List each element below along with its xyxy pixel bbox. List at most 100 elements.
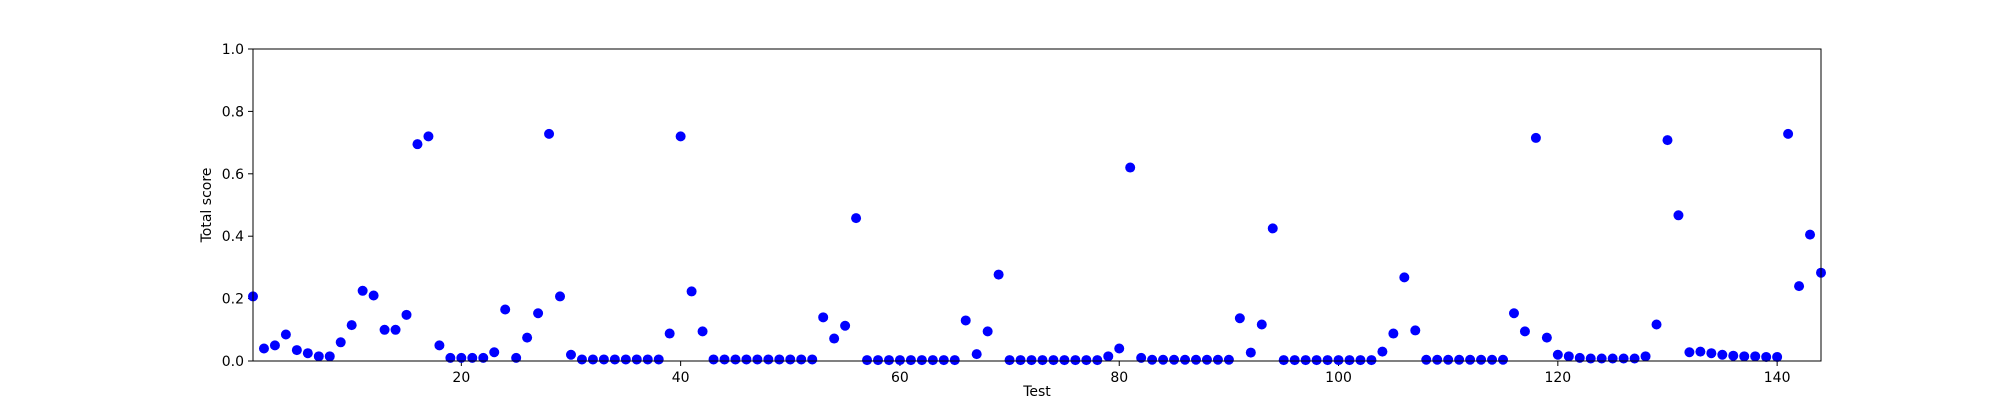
point xyxy=(982,326,993,337)
point xyxy=(741,354,752,365)
point xyxy=(1805,229,1816,240)
point xyxy=(971,349,982,360)
point xyxy=(1695,346,1706,357)
point xyxy=(1783,128,1794,139)
point xyxy=(851,213,862,224)
point xyxy=(1125,162,1136,173)
point xyxy=(1706,348,1717,359)
point xyxy=(368,290,379,301)
point xyxy=(258,343,269,354)
point xyxy=(675,131,686,142)
point xyxy=(1717,349,1728,360)
y-tick-label: 1.0 xyxy=(222,42,244,58)
point xyxy=(960,315,971,326)
point xyxy=(993,269,1004,280)
point xyxy=(1212,354,1223,365)
point xyxy=(1443,354,1454,365)
point xyxy=(587,354,598,365)
point xyxy=(1059,355,1070,366)
point xyxy=(807,354,818,365)
point xyxy=(1662,135,1673,146)
point xyxy=(1684,347,1695,358)
point xyxy=(1530,132,1541,143)
point xyxy=(883,355,894,366)
point xyxy=(1607,353,1618,364)
point xyxy=(1640,351,1651,362)
point xyxy=(1519,326,1530,337)
point xyxy=(796,354,807,365)
point xyxy=(686,286,697,297)
point xyxy=(1563,351,1574,362)
point xyxy=(1147,354,1158,365)
point xyxy=(927,355,938,366)
point xyxy=(1311,355,1322,366)
point xyxy=(379,324,390,335)
point xyxy=(1574,352,1585,363)
point xyxy=(1037,355,1048,366)
point xyxy=(1322,355,1333,366)
point xyxy=(478,352,489,363)
y-tick-label: 0.4 xyxy=(222,229,244,245)
y-tick-label: 0.2 xyxy=(222,292,244,308)
point xyxy=(1015,355,1026,366)
point xyxy=(719,354,730,365)
point xyxy=(1421,354,1432,365)
point xyxy=(708,354,719,365)
point xyxy=(1223,354,1234,365)
point xyxy=(1739,351,1750,362)
y-tick-label: 0.8 xyxy=(222,104,244,120)
point xyxy=(346,320,357,331)
point xyxy=(949,355,960,366)
point xyxy=(1388,328,1399,339)
point xyxy=(1234,313,1245,324)
point xyxy=(1245,347,1256,358)
point xyxy=(1498,354,1509,365)
x-tick-label: 120 xyxy=(1544,370,1571,386)
point xyxy=(335,337,346,348)
point xyxy=(631,354,642,365)
point xyxy=(1541,332,1552,343)
point xyxy=(1508,308,1519,319)
point xyxy=(1794,281,1805,292)
point xyxy=(522,332,533,343)
point xyxy=(697,326,708,337)
point xyxy=(500,304,511,315)
point xyxy=(1487,354,1498,365)
point xyxy=(555,291,566,302)
point xyxy=(533,308,544,319)
point xyxy=(1651,319,1662,330)
point xyxy=(916,355,927,366)
point xyxy=(313,351,324,362)
y-tick-label: 0.6 xyxy=(222,167,244,183)
y-tick-label: 0.0 xyxy=(222,354,244,370)
point xyxy=(1750,351,1761,362)
point xyxy=(1377,346,1388,357)
point xyxy=(1180,354,1191,365)
point xyxy=(1267,223,1278,234)
point xyxy=(752,354,763,365)
point xyxy=(598,354,609,365)
point xyxy=(576,354,587,365)
point xyxy=(1092,355,1103,366)
point xyxy=(401,309,412,320)
point xyxy=(1399,272,1410,283)
x-tick-label: 60 xyxy=(891,370,909,386)
point xyxy=(1048,355,1059,366)
point xyxy=(609,354,620,365)
point xyxy=(1552,349,1563,360)
point xyxy=(456,352,467,363)
point xyxy=(829,333,840,344)
point xyxy=(1256,319,1267,330)
point xyxy=(642,354,653,365)
point xyxy=(1004,355,1015,366)
point xyxy=(467,352,478,363)
x-tick-label: 80 xyxy=(1110,370,1128,386)
point xyxy=(1300,355,1311,366)
plot-frame xyxy=(252,48,1822,362)
point xyxy=(840,320,851,331)
point xyxy=(1432,354,1443,365)
point xyxy=(664,328,675,339)
point xyxy=(445,352,456,363)
point xyxy=(730,354,741,365)
